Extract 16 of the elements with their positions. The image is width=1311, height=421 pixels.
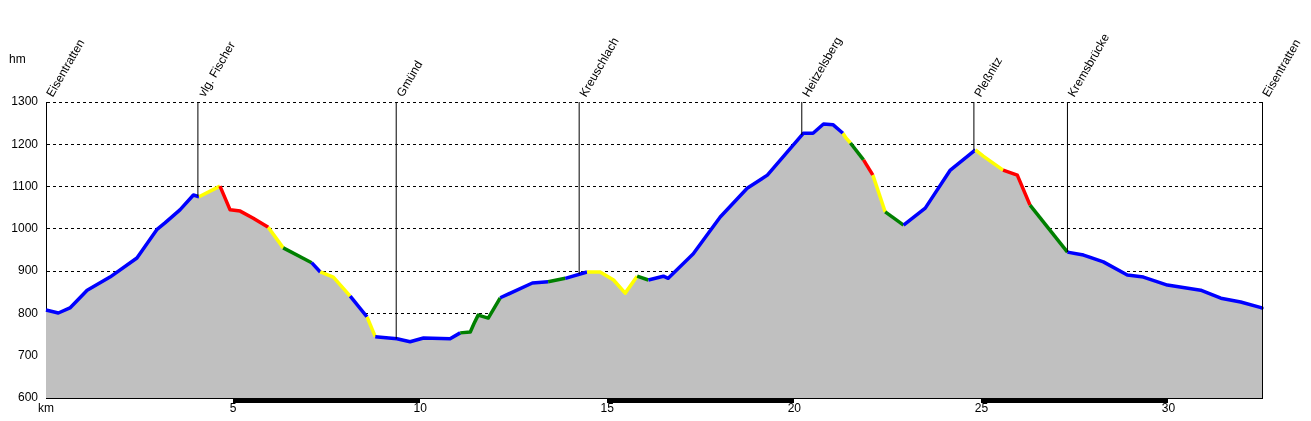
- y-tick-label: 1100: [12, 178, 39, 193]
- y-tick-label: 1000: [11, 221, 39, 236]
- y-tick-label: 600: [17, 390, 39, 405]
- y-tick-label: 800: [17, 305, 39, 320]
- x-tick-label: 20: [787, 400, 802, 415]
- x-tick-label: 5: [229, 400, 237, 415]
- y-tick-label: 1200: [11, 136, 39, 151]
- y-tick-label: 900: [17, 263, 39, 278]
- x-tick-label: 10: [413, 400, 428, 415]
- y-tick-label: 1300: [11, 94, 39, 109]
- x-tick-label: 30: [1161, 400, 1176, 415]
- y-axis-title: hm: [9, 52, 26, 67]
- x-tick-label: 25: [974, 400, 989, 415]
- y-tick-label: 700: [17, 348, 39, 363]
- x-axis-title: km: [38, 401, 54, 416]
- x-tick-label: 15: [600, 400, 615, 415]
